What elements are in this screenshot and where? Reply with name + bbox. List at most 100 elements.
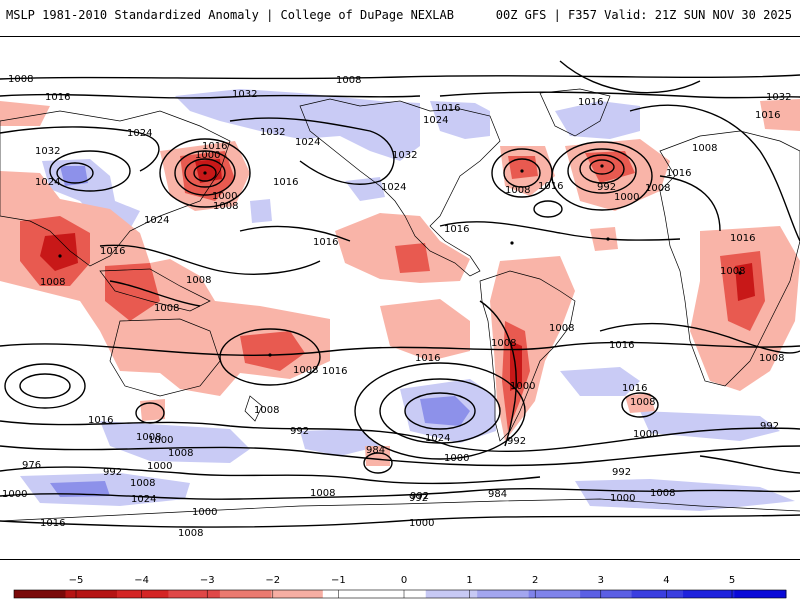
anomaly-region — [105, 263, 160, 321]
anomaly-region — [60, 166, 88, 186]
anomaly-region — [430, 101, 490, 139]
isobar — [621, 392, 659, 418]
isobar-label: 1000 — [510, 381, 535, 392]
isobar-label: 992 — [612, 467, 631, 478]
isobar-label: 1016 — [578, 97, 603, 108]
colorbar-outline — [13, 589, 787, 599]
isobar-label: 1024 — [144, 215, 169, 226]
colorbar-tick-label: −3 — [200, 575, 215, 586]
anomaly-region — [50, 481, 110, 497]
colorbar-tick-label: 4 — [663, 575, 669, 586]
colorbar: −5 −4 −3 −2 −1 0 1 2 3 4 5 — [0, 568, 800, 600]
pressure-center-dot — [606, 237, 610, 241]
isobar-label: 1016 — [444, 224, 469, 235]
isobar-label: 1008 — [310, 488, 335, 499]
coastlines — [0, 88, 800, 522]
isobar — [4, 363, 86, 409]
pressure-center-dot — [203, 171, 207, 175]
isobar-label: 1016 — [730, 233, 755, 244]
isobar-label: 1016 — [415, 353, 440, 364]
isobar-label: 1000 — [147, 461, 172, 472]
isobar-label: 1008 — [40, 277, 65, 288]
coastline-europe-africa — [659, 130, 800, 387]
isobar-label: 1032 — [260, 127, 285, 138]
colorbar-segment — [734, 590, 787, 598]
anomaly-region — [300, 429, 380, 456]
isobar-label: 1032 — [232, 89, 257, 100]
anomaly-region — [380, 299, 470, 361]
isobar — [239, 225, 351, 242]
isobar-label: 1024 — [295, 137, 320, 148]
isobar-label: 1024 — [423, 115, 448, 126]
isobar-label: 992 — [409, 493, 428, 504]
isobar-label: 1000 — [409, 518, 434, 529]
isobar-label: 1016 — [322, 366, 347, 377]
isobar — [219, 328, 321, 386]
colorbar-tick-label: −4 — [134, 575, 149, 586]
colorbar-segment — [528, 590, 581, 598]
isobar — [491, 148, 553, 198]
isobar — [363, 452, 393, 474]
anomaly-region — [240, 331, 305, 371]
isobar — [49, 150, 131, 192]
isobar-label: 1008 — [168, 448, 193, 459]
isobars — [0, 60, 800, 528]
isobar-label: 992 — [507, 436, 526, 447]
isobar-label: 1016 — [40, 518, 65, 529]
isobar — [159, 138, 251, 208]
isobar — [0, 126, 160, 172]
isobar — [99, 244, 321, 275]
isobar — [589, 159, 615, 175]
isobar — [0, 466, 541, 485]
anomaly-region — [420, 396, 470, 426]
isobar-label: 992 — [597, 182, 616, 193]
isobar — [0, 93, 421, 99]
pressure-centers — [58, 164, 742, 357]
isobar — [699, 455, 800, 474]
colorbar-labels: −5 −4 −3 −2 −1 0 1 2 3 4 5 — [69, 575, 735, 598]
isobar — [567, 148, 637, 194]
isobar — [439, 221, 681, 241]
isobar-label: 1008 — [254, 405, 279, 416]
coastline-australia — [109, 318, 221, 397]
coastline-asia — [0, 110, 231, 267]
isobar-label: 1008 — [213, 201, 238, 212]
isobar-label: 1000 — [192, 507, 217, 518]
map-svg: 1008 1008 1016 1032 1016 1024 1016 1024 … — [0, 60, 800, 539]
anomaly-region — [625, 393, 655, 413]
isobar — [0, 74, 800, 80]
anomaly-region — [140, 399, 165, 421]
colorbar-segment — [322, 590, 375, 598]
isobar — [0, 445, 800, 467]
coastline-new-zealand — [244, 395, 263, 422]
colorbar-segment — [425, 590, 478, 598]
isobar-label: 1008 — [130, 478, 155, 489]
pressure-center-dot — [510, 241, 514, 245]
isobar-label: 984 — [366, 445, 385, 456]
isobar-label: 1032 — [392, 150, 417, 161]
isobar-label: 1016 — [88, 415, 113, 426]
isobar — [184, 158, 226, 188]
isobar-label: 1024 — [127, 128, 152, 139]
isobar-label: 1016 — [202, 141, 227, 152]
colorbar-segment — [271, 590, 324, 598]
anomaly-region — [395, 243, 430, 273]
isobar-label: 992 — [103, 467, 122, 478]
isobar-label: 992 — [290, 426, 309, 437]
isobar-label: 1008 — [650, 488, 675, 499]
colorbar-tick-label: −1 — [331, 575, 346, 586]
header: MSLP 1981-2010 Standardized Anomaly | Co… — [0, 0, 800, 36]
isobar-label: 1016 — [45, 92, 70, 103]
anomaly-region — [555, 101, 640, 139]
anomaly-region — [760, 99, 800, 131]
anomaly-region — [175, 89, 420, 161]
isobar-label: 1000 — [2, 489, 27, 500]
isobar — [404, 392, 476, 430]
isobar-labels: 1008 1008 1016 1032 1016 1024 1016 1024 … — [2, 74, 791, 539]
isobar — [0, 514, 800, 528]
pressure-center-dot — [738, 271, 742, 275]
isobar-label: 1000 — [212, 191, 237, 202]
valid-time-title: 00Z GFS | F357 Valid: 21Z SUN NOV 30 202… — [495, 8, 792, 22]
isobar-label: 1000 — [195, 150, 220, 161]
colorbar-segment — [631, 590, 684, 598]
